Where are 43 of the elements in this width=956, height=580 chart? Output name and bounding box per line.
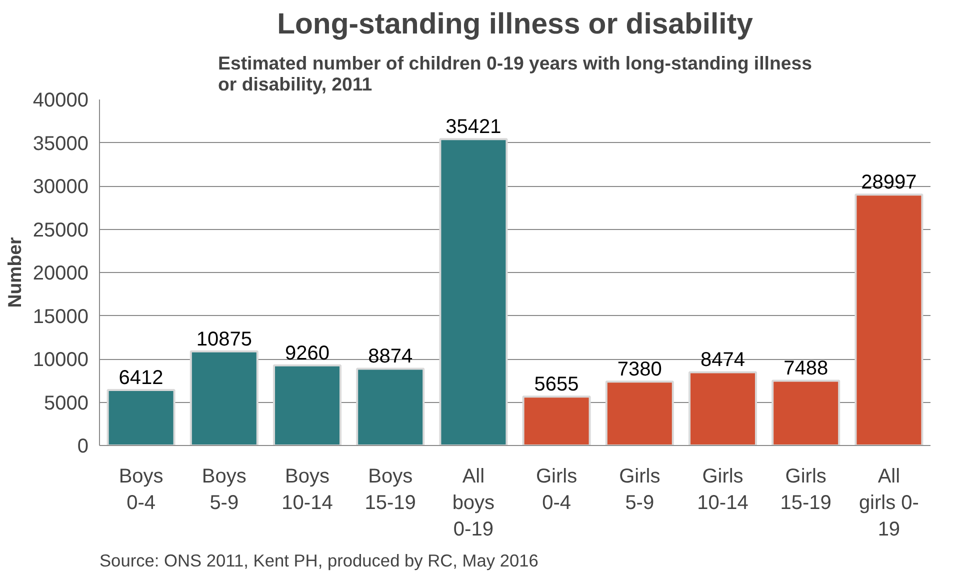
chart-title: Long-standing illness or disability xyxy=(277,8,754,40)
data-label: 10875 xyxy=(196,328,252,350)
data-label: 7380 xyxy=(617,358,662,381)
x-tick-label: Girls 10-14 xyxy=(697,466,748,514)
bar xyxy=(605,380,674,446)
x-tick-label: Girls 5-9 xyxy=(619,466,660,514)
bar xyxy=(854,194,924,446)
y-tick-label: 25000 xyxy=(32,219,89,242)
bar xyxy=(273,364,342,446)
x-tick-label: All boys 0-19 xyxy=(452,466,495,540)
x-tick-label: Boys 5-9 xyxy=(202,466,246,514)
y-tick-label: 15000 xyxy=(32,306,89,328)
bar xyxy=(439,138,508,446)
y-tick-label: 0 xyxy=(77,436,88,458)
data-label: 35421 xyxy=(446,116,502,138)
y-tick-label: 40000 xyxy=(32,90,89,112)
x-tick-label: All girls 0- 19 xyxy=(858,466,919,540)
y-tick-label: 10000 xyxy=(32,349,89,371)
bar xyxy=(106,389,176,446)
x-tick-label: Girls 15-19 xyxy=(780,466,832,514)
bar xyxy=(356,368,425,446)
source-note: Source: ONS 2011, Kent PH, produced by RC, May 2016 xyxy=(100,550,538,570)
chart-subtitle: Estimated number of children 0-19 years with long-standing illness or disability, 2011 xyxy=(218,52,812,94)
bar xyxy=(688,371,757,446)
y-tick-label: 35000 xyxy=(32,132,89,155)
bar xyxy=(522,396,591,446)
data-label: 28997 xyxy=(861,172,917,194)
bar xyxy=(772,380,840,446)
y-tick-label: 30000 xyxy=(32,176,89,198)
x-tick-label: Boys 0-4 xyxy=(118,466,164,514)
data-label: 7488 xyxy=(784,358,828,380)
data-label: 5655 xyxy=(534,374,579,396)
bar xyxy=(190,350,258,446)
data-label: 9260 xyxy=(285,342,330,364)
y-tick-label: 5000 xyxy=(44,392,89,414)
data-label: 6412 xyxy=(118,367,164,390)
x-tick-label: Girls 0-4 xyxy=(536,466,578,514)
data-label: 8874 xyxy=(368,346,413,368)
data-label: 8474 xyxy=(700,349,746,372)
y-axis-title: Number xyxy=(4,237,25,308)
y-tick-label: 20000 xyxy=(32,262,89,284)
x-tick-label: Boys 10-14 xyxy=(282,466,333,514)
x-tick-label: Boys 15-19 xyxy=(364,466,416,514)
